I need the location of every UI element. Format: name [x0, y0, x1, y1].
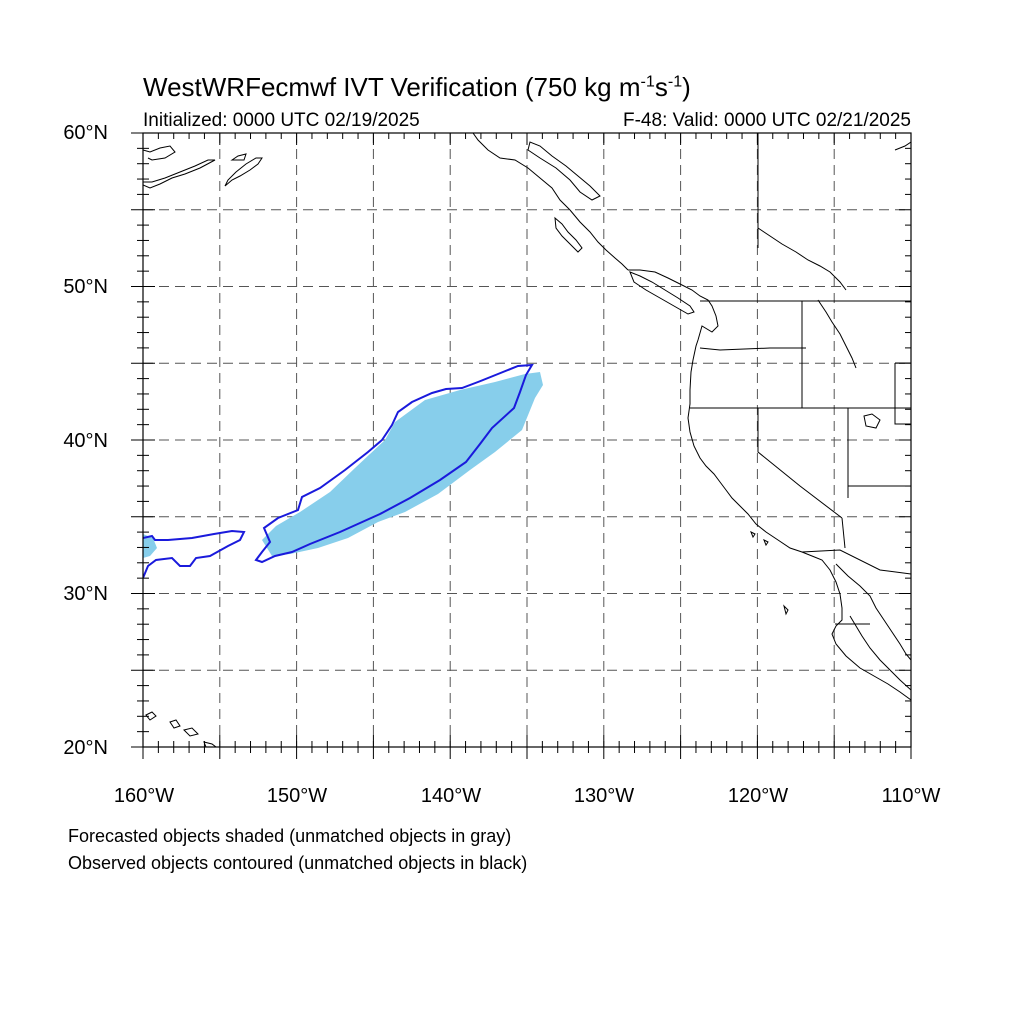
- valid-time-label: F-48: Valid: 0000 UTC 02/21/2025: [623, 110, 911, 131]
- observed-object-contour-west: [143, 529, 246, 579]
- lon-label-130w: 130°W: [573, 785, 635, 807]
- observed-object-contour: [254, 363, 534, 564]
- forecast-object-shaded: [262, 372, 543, 556]
- political-borders: [690, 133, 911, 625]
- lat-label-40: 40°N: [63, 430, 108, 452]
- lon-label-160w: 160°W: [113, 785, 175, 807]
- init-time-label: Initialized: 0000 UTC 02/19/2025: [143, 110, 420, 131]
- lat-label-30: 30°N: [63, 583, 108, 605]
- lat-label-20: 20°N: [63, 737, 108, 759]
- coastlines: [143, 133, 911, 747]
- lat-label-50: 50°N: [63, 276, 108, 298]
- lon-label-110w: 110°W: [881, 785, 941, 807]
- legend-forecast-note: Forecasted objects shaded (unmatched obj…: [68, 826, 512, 846]
- lon-label-140w: 140°W: [420, 785, 482, 807]
- map-title: WestWRFecmwf IVT Verification (750 kg m-…: [143, 72, 691, 102]
- lon-label-120w: 120°W: [727, 785, 789, 807]
- graticule: [143, 133, 911, 747]
- axis-ticks: [131, 132, 912, 759]
- legend-observed-note: Observed objects contoured (unmatched ob…: [68, 853, 528, 873]
- lat-label-60: 60°N: [63, 122, 108, 144]
- lon-label-150w: 150°W: [266, 785, 328, 807]
- forecast-object-shaded-west: [143, 534, 157, 558]
